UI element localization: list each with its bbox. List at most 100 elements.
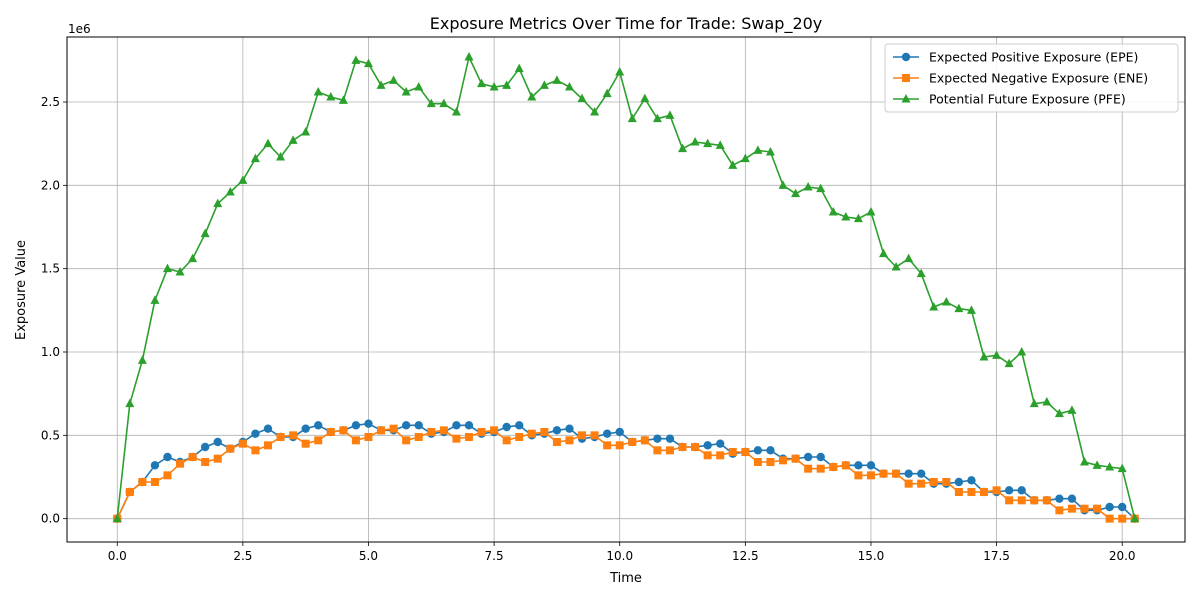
y-tick-label: 2.0 [41, 178, 60, 192]
data-point [163, 471, 172, 480]
data-point [565, 436, 574, 445]
data-point [1080, 504, 1089, 513]
series-line [116, 422, 1136, 520]
data-point [665, 446, 674, 455]
data-point [439, 426, 448, 435]
data-point [828, 207, 838, 216]
data-point [816, 183, 826, 193]
data-point [779, 456, 788, 465]
data-point [276, 152, 286, 161]
data-point [477, 428, 486, 436]
legend-item: Expected Negative Exposure (ENE) [893, 71, 1148, 86]
data-point [1017, 496, 1026, 505]
data-point [326, 92, 336, 101]
data-point [527, 92, 537, 101]
data-point [992, 486, 1001, 495]
data-point [163, 452, 172, 462]
data-point [565, 424, 574, 433]
legend-marker [901, 94, 911, 103]
data-point [301, 127, 311, 136]
axis-ticks: 0.0 2.5 5.0 7.5 10.0 12.5 15.0 17.5 20.0 0.0 0.5 1.… [41, 95, 1136, 563]
data-point [854, 461, 863, 470]
data-point [803, 182, 813, 191]
data-point [1017, 347, 1027, 356]
data-point [917, 469, 926, 478]
data-point [1117, 463, 1127, 473]
data-point [414, 82, 424, 91]
data-point [213, 198, 223, 208]
data-point [251, 446, 260, 455]
chart-title: Exposure Metrics Over Time for Trade: Sw… [430, 14, 823, 34]
data-point [916, 268, 926, 278]
x-tick-label: 12.5 [732, 549, 759, 563]
data-point [866, 461, 876, 470]
data-point [539, 80, 549, 89]
data-point [891, 262, 901, 271]
legend-marker [901, 52, 911, 62]
data-point [966, 305, 976, 314]
data-point [929, 478, 938, 486]
x-tick-label: 10.0 [606, 549, 633, 563]
legend-marker [902, 74, 910, 82]
data-point [627, 113, 637, 123]
data-point [1017, 486, 1026, 495]
data-point [314, 436, 323, 445]
data-point [364, 419, 373, 428]
data-point [929, 302, 939, 311]
y-tick-label: 0.0 [41, 512, 60, 526]
data-point [841, 212, 851, 221]
data-point [389, 75, 399, 84]
data-point [766, 458, 775, 466]
data-point [740, 153, 750, 163]
data-point [590, 107, 600, 116]
data-point [703, 138, 713, 148]
data-point [941, 297, 951, 306]
data-point [690, 137, 700, 146]
data-point [628, 438, 637, 446]
data-point [452, 421, 461, 430]
data-point [1055, 494, 1064, 503]
data-point [904, 253, 914, 263]
series-line [116, 56, 1136, 519]
data-point [992, 350, 1002, 359]
data-point [552, 426, 562, 435]
data-point [665, 434, 675, 443]
data-point [1080, 457, 1090, 466]
data-point [402, 436, 411, 445]
data-point [527, 429, 536, 438]
y-tick-label: 1.5 [41, 262, 60, 276]
data-point [1005, 496, 1014, 505]
data-point [1105, 502, 1114, 512]
data-point [829, 463, 838, 471]
legend-label: Expected Positive Exposure (EPE) [929, 50, 1138, 65]
x-tick-label: 20.0 [1109, 549, 1136, 563]
data-point [1004, 486, 1014, 495]
data-point [1117, 502, 1127, 512]
data-point [892, 469, 901, 478]
x-tick-label: 7.5 [485, 549, 504, 563]
data-point [1042, 397, 1052, 406]
data-point [376, 80, 386, 89]
data-point [853, 213, 863, 223]
data-point [452, 434, 461, 443]
data-point [502, 80, 512, 89]
data-point [816, 464, 825, 473]
data-point [1055, 506, 1064, 515]
data-point [728, 160, 738, 169]
data-point [314, 421, 323, 430]
data-point [1092, 460, 1102, 469]
data-point [854, 471, 863, 480]
legend-label: Potential Future Exposure (PFE) [929, 92, 1126, 107]
data-point [640, 93, 650, 103]
data-point [917, 479, 926, 488]
data-point [289, 431, 298, 440]
data-point [741, 448, 750, 456]
data-point [489, 82, 499, 91]
legend-label: Expected Negative Exposure (ENE) [929, 71, 1148, 86]
data-point [351, 55, 361, 64]
data-point [804, 464, 813, 473]
data-point [1054, 408, 1064, 418]
data-point [728, 448, 737, 456]
data-point [364, 433, 373, 441]
data-point [1118, 514, 1127, 523]
